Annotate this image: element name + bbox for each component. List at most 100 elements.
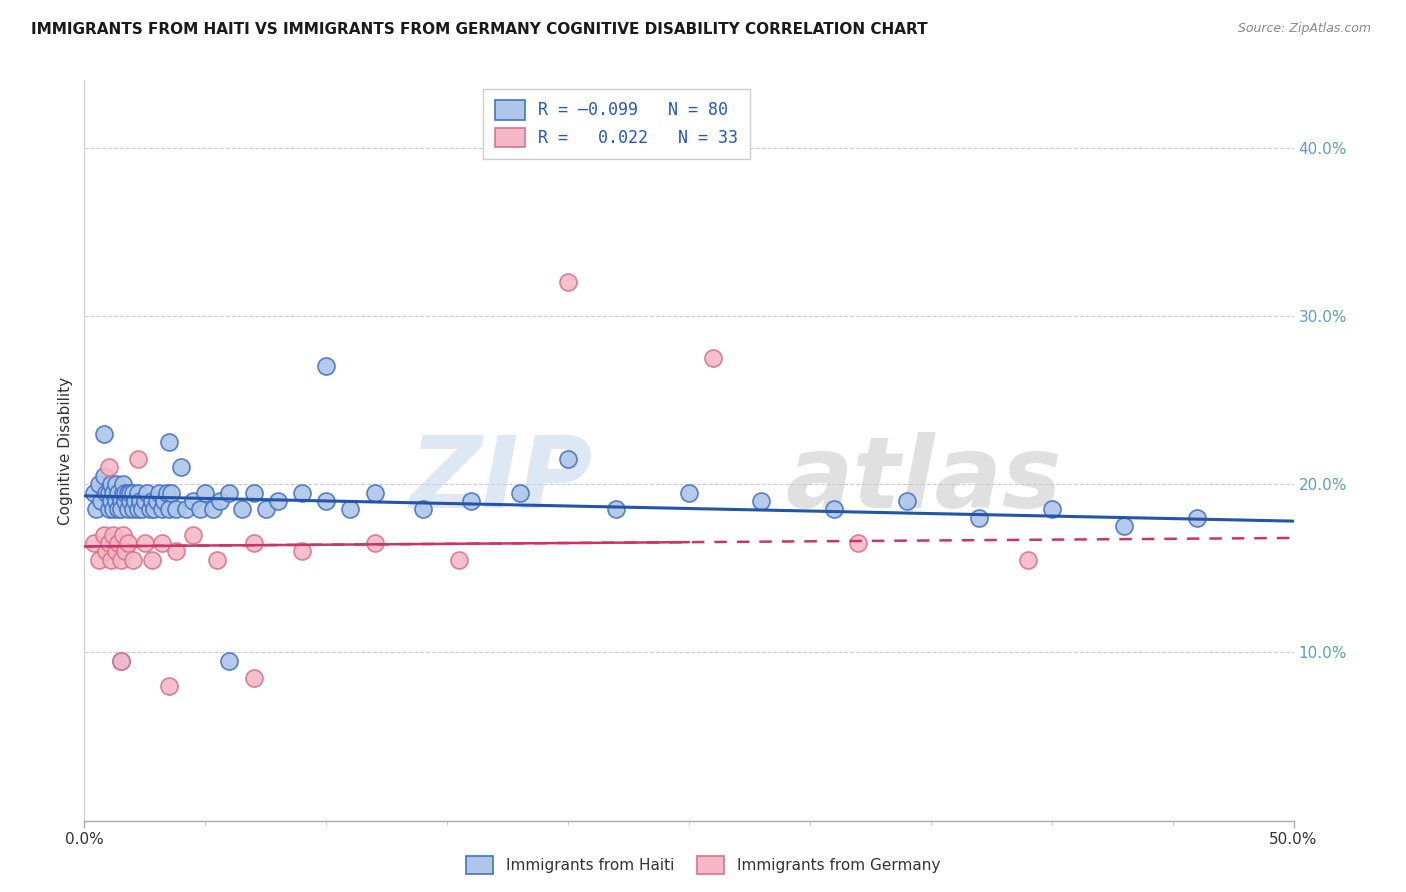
Point xyxy=(141,553,163,567)
Point xyxy=(110,654,132,668)
Point xyxy=(1185,510,1208,524)
Point xyxy=(114,494,136,508)
Point xyxy=(157,502,180,516)
Point xyxy=(110,494,132,508)
Point xyxy=(104,477,127,491)
Point xyxy=(110,502,132,516)
Point xyxy=(114,485,136,500)
Point xyxy=(141,494,163,508)
Point xyxy=(218,485,240,500)
Point xyxy=(104,544,127,558)
Point xyxy=(605,502,627,516)
Point xyxy=(103,527,125,541)
Point xyxy=(181,527,204,541)
Point xyxy=(165,502,187,516)
Point xyxy=(165,544,187,558)
Legend: Immigrants from Haiti, Immigrants from Germany: Immigrants from Haiti, Immigrants from G… xyxy=(460,850,946,880)
Point xyxy=(242,485,264,500)
Point xyxy=(509,485,531,500)
Point xyxy=(363,485,385,500)
Point xyxy=(112,477,135,491)
Point xyxy=(148,485,170,500)
Point xyxy=(93,468,115,483)
Point xyxy=(100,477,122,491)
Point xyxy=(231,502,253,516)
Point xyxy=(267,494,290,508)
Point xyxy=(103,502,125,516)
Legend: R = –0.099   N = 80, R =   0.022   N = 33: R = –0.099 N = 80, R = 0.022 N = 33 xyxy=(484,88,749,159)
Point xyxy=(136,485,159,500)
Point xyxy=(153,494,176,508)
Point xyxy=(181,494,204,508)
Point xyxy=(94,485,117,500)
Point xyxy=(678,485,700,500)
Point xyxy=(127,485,149,500)
Point xyxy=(363,536,385,550)
Text: atlas: atlas xyxy=(786,432,1062,529)
Point xyxy=(201,502,224,516)
Point xyxy=(117,502,139,516)
Point xyxy=(97,502,120,516)
Point xyxy=(112,527,135,541)
Point xyxy=(896,494,918,508)
Point xyxy=(751,494,773,508)
Point xyxy=(242,536,264,550)
Point xyxy=(157,435,180,450)
Point xyxy=(110,553,132,567)
Point xyxy=(160,485,183,500)
Point xyxy=(150,536,173,550)
Point xyxy=(103,485,125,500)
Point xyxy=(174,502,197,516)
Point xyxy=(127,451,149,466)
Point xyxy=(117,536,139,550)
Point xyxy=(157,679,180,693)
Point xyxy=(557,275,579,289)
Point xyxy=(412,502,434,516)
Point xyxy=(87,477,110,491)
Point xyxy=(134,494,156,508)
Point xyxy=(150,502,173,516)
Point xyxy=(1114,519,1136,533)
Point xyxy=(100,553,122,567)
Point xyxy=(100,494,122,508)
Point xyxy=(218,654,240,668)
Point xyxy=(97,485,120,500)
Point xyxy=(114,544,136,558)
Point xyxy=(131,502,153,516)
Point xyxy=(97,460,120,475)
Point xyxy=(315,359,337,374)
Point xyxy=(124,494,146,508)
Point xyxy=(242,671,264,685)
Point xyxy=(110,654,132,668)
Point xyxy=(94,544,117,558)
Point xyxy=(90,494,112,508)
Point xyxy=(127,502,149,516)
Point xyxy=(1017,553,1039,567)
Point xyxy=(254,502,277,516)
Text: ZIP: ZIP xyxy=(409,432,592,529)
Point xyxy=(557,451,579,466)
Point xyxy=(291,485,314,500)
Text: IMMIGRANTS FROM HAITI VS IMMIGRANTS FROM GERMANY COGNITIVE DISABILITY CORRELATIO: IMMIGRANTS FROM HAITI VS IMMIGRANTS FROM… xyxy=(31,22,928,37)
Point xyxy=(339,502,361,516)
Point xyxy=(121,485,143,500)
Point xyxy=(83,536,105,550)
Point xyxy=(846,536,869,550)
Point xyxy=(121,553,143,567)
Point xyxy=(967,510,990,524)
Point xyxy=(121,502,143,516)
Text: Source: ZipAtlas.com: Source: ZipAtlas.com xyxy=(1237,22,1371,36)
Point xyxy=(1040,502,1063,516)
Y-axis label: Cognitive Disability: Cognitive Disability xyxy=(58,376,73,524)
Point xyxy=(83,485,105,500)
Point xyxy=(138,502,160,516)
Point xyxy=(460,494,482,508)
Point xyxy=(93,527,115,541)
Point xyxy=(315,494,337,508)
Point xyxy=(107,536,129,550)
Point xyxy=(120,485,142,500)
Point xyxy=(107,485,129,500)
Point xyxy=(97,536,120,550)
Point xyxy=(170,460,193,475)
Point xyxy=(146,494,169,508)
